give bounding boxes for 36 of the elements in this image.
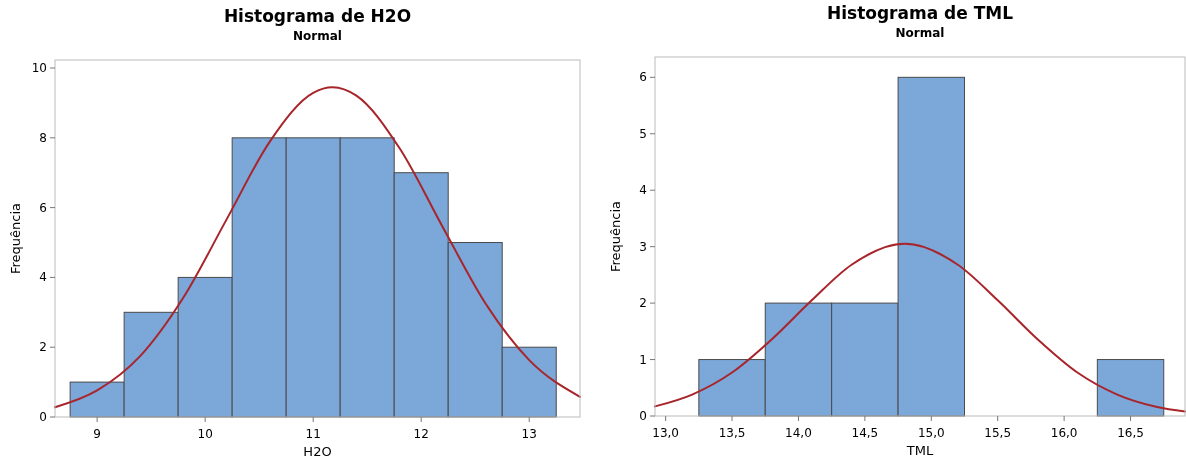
x-tick-label: 16,5 — [1117, 426, 1144, 440]
y-tick-label: 6 — [639, 70, 647, 85]
x-tick-label: 10 — [197, 427, 213, 441]
x-axis-title: H2O — [303, 444, 332, 459]
x-tick-label: 13 — [521, 427, 537, 441]
y-tick-label: 4 — [639, 183, 647, 198]
y-tick-label: 1 — [639, 352, 647, 367]
x-axis-title: TML — [905, 443, 934, 458]
y-tick-label: 10 — [31, 61, 47, 76]
y-axis-title: Frequência — [8, 202, 23, 275]
y-tick-label: 2 — [39, 340, 47, 355]
y-tick-label: 6 — [39, 200, 47, 215]
line-series — [54, 86, 581, 409]
x-tick-label: 15,5 — [984, 426, 1012, 440]
y-tick-label: 2 — [639, 296, 647, 311]
chart-subtitle: Normal — [293, 29, 342, 43]
x-tick-label: 14,5 — [851, 426, 879, 440]
y-axis-title: Frequência — [608, 200, 623, 273]
y-tick-label: 0 — [639, 409, 647, 423]
y-tick-label: 8 — [39, 130, 47, 145]
chart-title: Histograma de TML — [826, 3, 1014, 23]
x-tick-label: 13,5 — [718, 426, 746, 440]
y-tick-label: 5 — [639, 126, 647, 141]
x-tick-label: 15,0 — [917, 426, 945, 440]
chart-title: Histograma de H2O — [223, 6, 412, 26]
y-tick-label: 4 — [39, 270, 47, 285]
x-tick-label: 9 — [93, 427, 101, 441]
chart-subtitle: Normal — [895, 26, 945, 40]
y-tick-label: 3 — [639, 239, 647, 254]
x-tick-label: 11 — [305, 427, 321, 441]
x-tick-label: 12 — [413, 427, 429, 441]
line-series — [654, 242, 1186, 413]
x-tick-label: 13,0 — [652, 426, 679, 440]
y-tick-label: 0 — [39, 410, 47, 424]
x-tick-label: 16,0 — [1050, 426, 1078, 440]
x-tick-label: 14,0 — [785, 426, 812, 440]
